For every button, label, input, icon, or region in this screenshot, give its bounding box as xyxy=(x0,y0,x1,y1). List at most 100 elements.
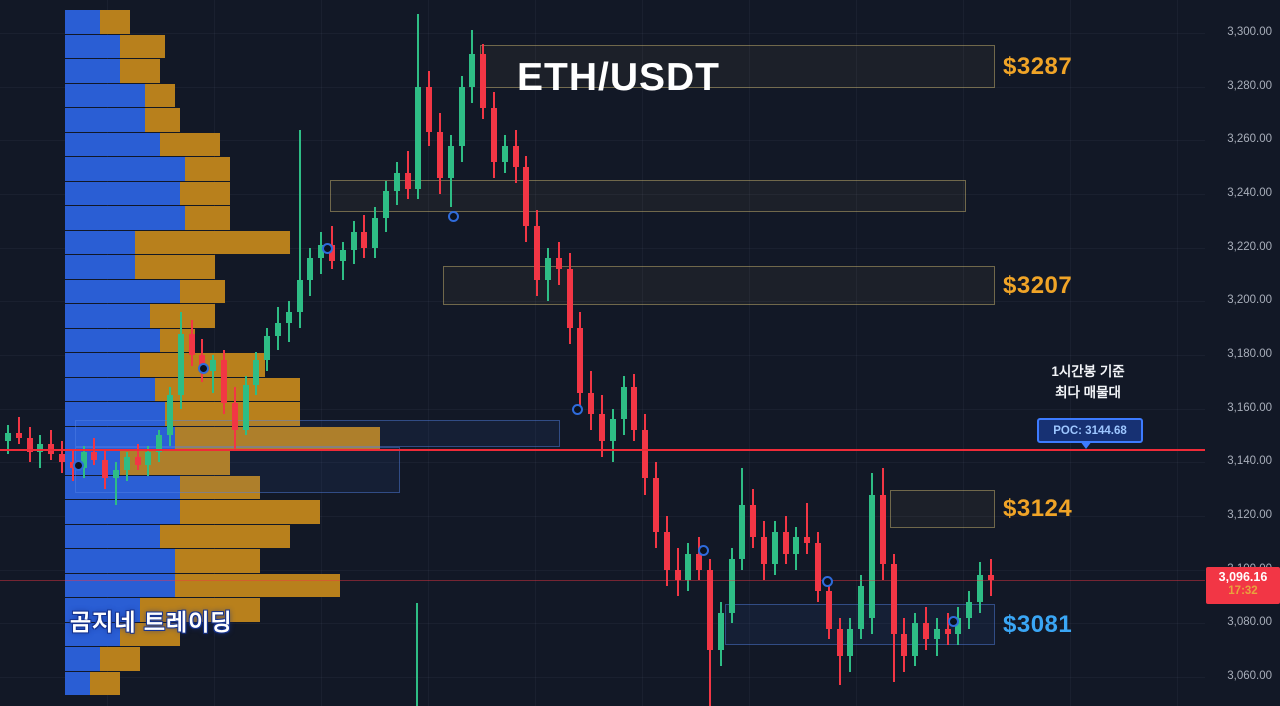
candle xyxy=(534,226,541,280)
volume-profile-bar-buy xyxy=(65,671,90,695)
candle xyxy=(620,387,627,420)
gridline-horizontal xyxy=(0,623,1205,625)
volume-profile-bar-sell xyxy=(160,524,290,548)
gridline-horizontal xyxy=(0,193,1205,195)
candle xyxy=(696,553,703,570)
candle xyxy=(609,419,616,441)
candle xyxy=(469,54,476,87)
candle xyxy=(545,258,551,280)
volume-profile-bar-buy xyxy=(65,59,120,83)
zone-rect[interactable] xyxy=(330,180,966,212)
candle xyxy=(523,167,530,227)
candle xyxy=(350,231,357,251)
gridline-horizontal xyxy=(0,354,1205,356)
candle xyxy=(5,432,11,441)
volume-profile xyxy=(65,10,380,695)
candle-wick xyxy=(17,416,20,444)
candle xyxy=(750,505,757,538)
zone-price-label: $3207 xyxy=(1003,271,1073,299)
candle xyxy=(501,145,508,162)
volume-profile-bar-buy xyxy=(65,279,180,303)
candle xyxy=(285,312,292,323)
gridline-horizontal xyxy=(0,515,1205,517)
zone-rect[interactable] xyxy=(480,45,995,88)
poc-annotation-line2: 최다 매물대 xyxy=(1055,385,1121,400)
candle xyxy=(318,244,325,259)
volume-profile-bar-buy xyxy=(65,353,140,377)
poc-label[interactable]: POC: 3144.68 xyxy=(1037,418,1143,443)
gridline-horizontal xyxy=(0,569,1205,571)
candle xyxy=(987,575,994,581)
volume-profile-bar-sell xyxy=(180,279,225,303)
volume-profile-bar-buy xyxy=(65,157,185,181)
poc-price-line xyxy=(0,448,1205,451)
candle xyxy=(69,462,76,468)
last-price-badge: 3,096.16 17:32 xyxy=(1206,567,1280,604)
candle xyxy=(167,395,173,436)
price-axis-label: 3,160.00 xyxy=(1227,401,1272,414)
candle xyxy=(91,451,98,460)
gridline-vertical xyxy=(642,0,643,706)
zone-rect[interactable] xyxy=(75,420,560,447)
zone-rect[interactable] xyxy=(890,490,995,528)
price-axis-label: 3,060.00 xyxy=(1227,669,1272,682)
volume-profile-bar-buy xyxy=(65,402,165,426)
gridline-horizontal xyxy=(0,462,1205,464)
volume-profile-bar-sell xyxy=(185,157,230,181)
volume-profile-bar-buy xyxy=(65,573,175,597)
candle xyxy=(458,86,465,146)
session-marker-dot xyxy=(448,211,459,222)
candle-wick xyxy=(806,502,809,554)
volume-profile-bar-buy xyxy=(65,598,140,622)
volume-profile-bar-buy xyxy=(65,475,180,499)
candle xyxy=(728,558,735,613)
volume-profile-bar-sell xyxy=(145,108,180,132)
gridline-horizontal xyxy=(0,676,1205,678)
candle xyxy=(631,387,638,431)
candle xyxy=(113,470,119,479)
candle xyxy=(404,172,411,189)
candle xyxy=(825,591,832,629)
candle-countdown: 17:32 xyxy=(1228,585,1258,597)
candle xyxy=(512,145,519,168)
candle xyxy=(717,612,724,651)
volume-profile-bar-buy xyxy=(65,230,135,254)
volume-profile-bar-buy xyxy=(65,622,120,646)
gridline-vertical xyxy=(749,0,750,706)
candle-wick xyxy=(93,438,96,465)
candle xyxy=(555,258,562,270)
candle xyxy=(59,454,65,463)
volume-profile-bar-sell xyxy=(180,181,230,205)
candle xyxy=(923,623,929,640)
volume-profile-bar-sell xyxy=(135,230,290,254)
volume-profile-bar-sell xyxy=(150,304,215,328)
candle xyxy=(761,537,767,565)
candle xyxy=(188,333,195,355)
candle-wick xyxy=(298,129,301,329)
candle xyxy=(793,537,800,554)
poc-label-text: POC: 3144.68 xyxy=(1053,424,1127,437)
volume-profile-bar-sell xyxy=(160,132,220,156)
candle xyxy=(836,628,843,656)
price-axis-label: 3,220.00 xyxy=(1227,240,1272,253)
candlestick-layer[interactable] xyxy=(0,0,1205,706)
price-axis-label: 3,280.00 xyxy=(1227,79,1272,92)
volume-profile-bar-sell xyxy=(120,34,165,58)
price-axis-label: 3,140.00 xyxy=(1227,455,1272,468)
volume-profile-bar-sell xyxy=(155,377,300,401)
poc-annotation-line1: 1시간봉 기준 xyxy=(1051,364,1125,379)
candle xyxy=(566,269,573,329)
candle xyxy=(253,360,260,385)
gridline-horizontal xyxy=(0,301,1205,303)
volume-profile-bar-sell xyxy=(180,475,260,499)
candle xyxy=(480,54,487,109)
candle xyxy=(361,231,368,248)
volume-profile-bar-sell xyxy=(145,83,175,107)
candle xyxy=(944,628,951,635)
candle xyxy=(858,585,865,629)
candle xyxy=(145,451,152,465)
candle xyxy=(383,191,389,219)
candle xyxy=(156,435,163,452)
candle xyxy=(491,108,497,162)
